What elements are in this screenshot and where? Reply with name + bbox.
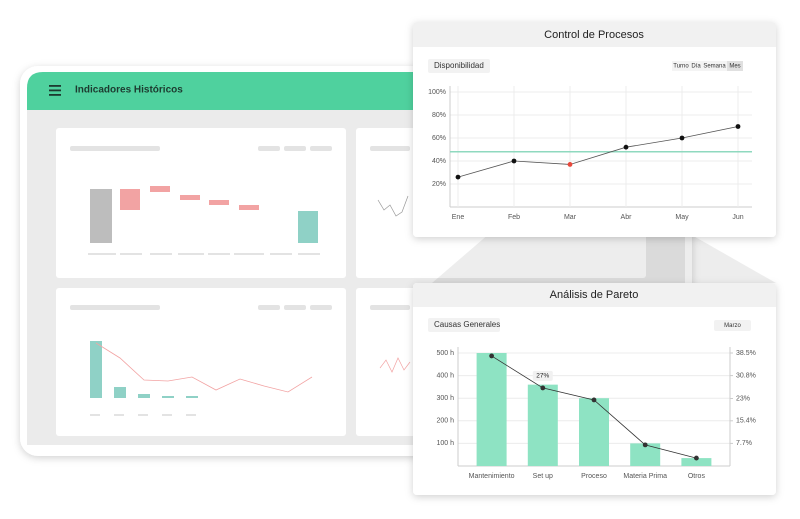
y-tick-label: 60% — [432, 135, 446, 142]
y2-tick-label: 7.7% — [736, 440, 752, 447]
data-point — [694, 455, 699, 461]
y2-tick-label: 38.5% — [736, 350, 756, 357]
app-title: Indicadores Históricos — [75, 85, 183, 96]
tab[interactable] — [672, 61, 690, 71]
y-tick-label: 80% — [432, 112, 446, 119]
bar — [579, 398, 609, 466]
x-tick-label: Abr — [621, 214, 633, 221]
x-tick-label: Proceso — [581, 473, 607, 480]
y2-tick-label: 23% — [736, 395, 750, 402]
data-line — [457, 126, 739, 178]
panel-title: Control de Procesos — [544, 29, 644, 41]
data-label-bg — [532, 370, 553, 381]
data-point — [455, 174, 461, 180]
card — [56, 128, 346, 278]
card — [56, 288, 346, 436]
y2-tick-label: 15.4% — [736, 418, 756, 425]
period-button[interactable] — [714, 320, 751, 331]
y-tick-label: 40% — [432, 158, 446, 165]
data-point — [623, 144, 629, 150]
x-tick-label: Mantenimiento — [469, 473, 515, 480]
bar — [630, 443, 661, 466]
data-point — [642, 442, 648, 448]
x-tick-label: Otros — [688, 473, 706, 480]
bar — [681, 458, 712, 466]
tab-label[interactable]: Semana — [703, 64, 726, 70]
y-tick-label: 400 h — [436, 372, 454, 379]
data-point — [591, 397, 597, 403]
x-tick-label: Ene — [452, 214, 465, 221]
y-tick-label: 100 h — [436, 440, 454, 447]
tab[interactable] — [690, 61, 702, 71]
data-point — [567, 162, 573, 167]
y-tick-label: 20% — [432, 181, 446, 188]
tag — [428, 318, 500, 332]
y-tick-label: 500 h — [436, 350, 454, 357]
tab-label[interactable]: Mes — [729, 64, 740, 70]
menu-icon[interactable] — [49, 85, 61, 96]
bar — [476, 353, 507, 466]
tab-label[interactable]: Turno — [673, 64, 689, 70]
control-panel — [413, 22, 776, 237]
data-point — [679, 135, 685, 141]
y-tick-label: 300 h — [436, 395, 454, 402]
period-label[interactable]: Marzo — [724, 323, 741, 329]
tab[interactable] — [702, 61, 727, 71]
data-point — [489, 353, 494, 359]
chart-subtitle: Disponibilidad — [434, 61, 484, 70]
tab[interactable] — [727, 61, 743, 71]
data-point — [735, 124, 741, 129]
x-tick-label: Feb — [508, 214, 520, 221]
x-tick-label: Jun — [732, 214, 743, 221]
x-tick-label: Materia Prima — [623, 473, 667, 480]
y-tick-label: 200 h — [436, 418, 454, 425]
data-label: 27% — [536, 373, 549, 380]
data-point — [511, 158, 517, 164]
chart-subtitle: Causas Generales — [434, 320, 500, 329]
tag — [428, 59, 490, 73]
data-point — [540, 385, 546, 391]
x-tick-label: Set up — [533, 473, 553, 480]
x-tick-label: May — [675, 214, 689, 221]
bar — [527, 384, 558, 466]
y-tick-label: 100% — [428, 89, 446, 96]
tab-label[interactable]: Día — [691, 64, 701, 70]
x-tick-label: Mar — [564, 214, 577, 221]
panel-title: Análisis de Pareto — [550, 289, 639, 301]
y2-tick-label: 30.8% — [736, 372, 756, 379]
